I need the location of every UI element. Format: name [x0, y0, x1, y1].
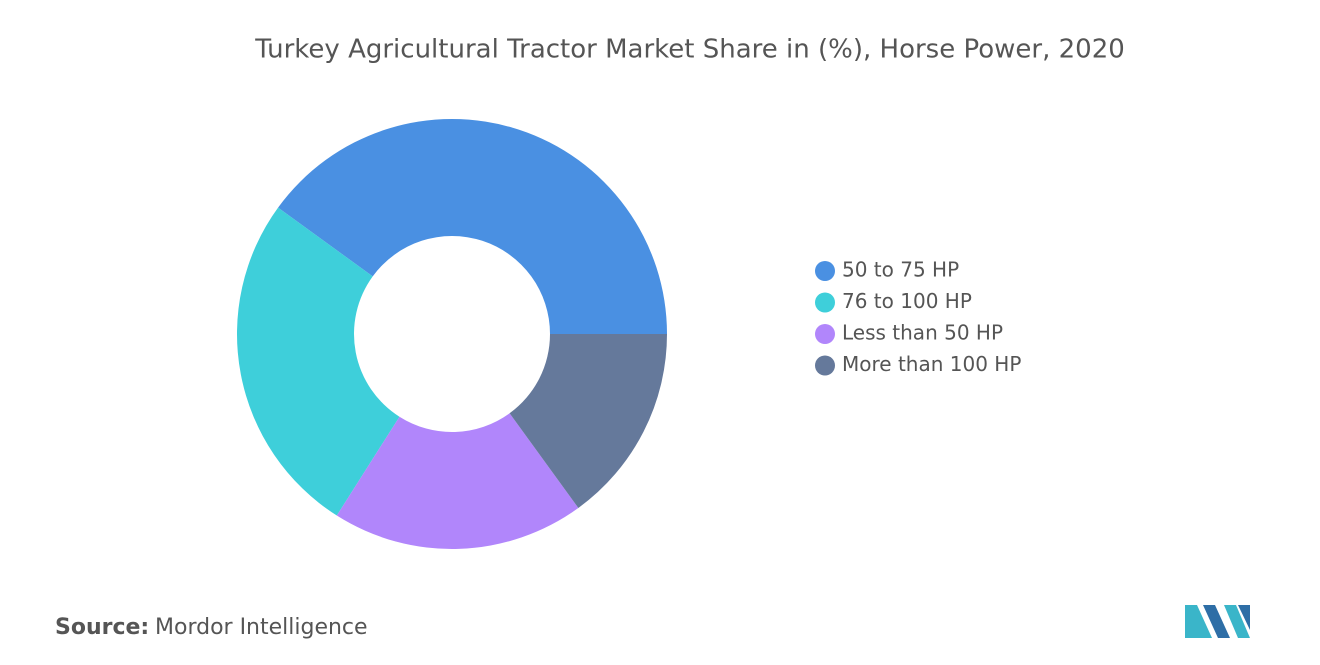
legend-label: 50 to 75 HP: [842, 258, 959, 282]
source: Mordor Intelligence: [155, 615, 368, 640]
legend-marker: [815, 355, 835, 376]
legend-label: 76 to 100 HP: [842, 289, 972, 313]
legend-label: More than 100 HP: [842, 352, 1021, 376]
chart-title: Turkey Agricultural Tractor Market Share…: [254, 35, 1125, 65]
slice: [278, 118, 667, 335]
legend-marker: [815, 324, 835, 344]
legend-label: Less than 50 HP: [842, 321, 1003, 345]
slice: [509, 334, 667, 508]
logo: [1185, 605, 1250, 638]
slice: [236, 207, 400, 516]
source-label: Source:: [55, 615, 149, 640]
slice: [336, 413, 579, 549]
legend-marker: [815, 292, 835, 313]
legend-marker: [815, 261, 835, 281]
